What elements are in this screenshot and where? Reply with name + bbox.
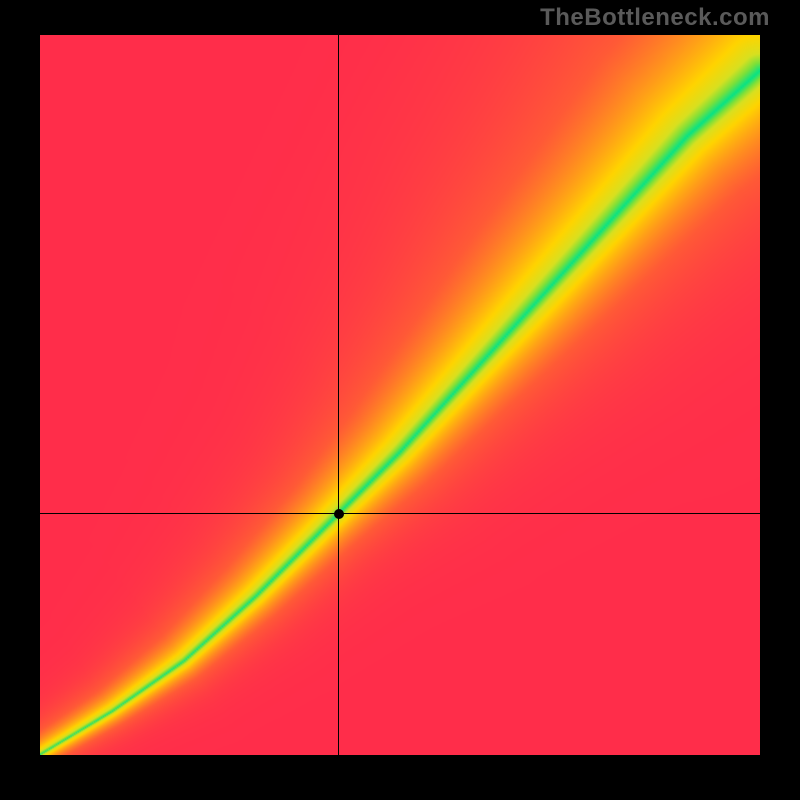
heatmap-plot — [40, 35, 760, 755]
crosshair-vertical — [338, 35, 339, 755]
crosshair-point — [334, 509, 344, 519]
watermark-label: TheBottleneck.com — [540, 4, 770, 32]
crosshair-horizontal — [40, 513, 760, 514]
